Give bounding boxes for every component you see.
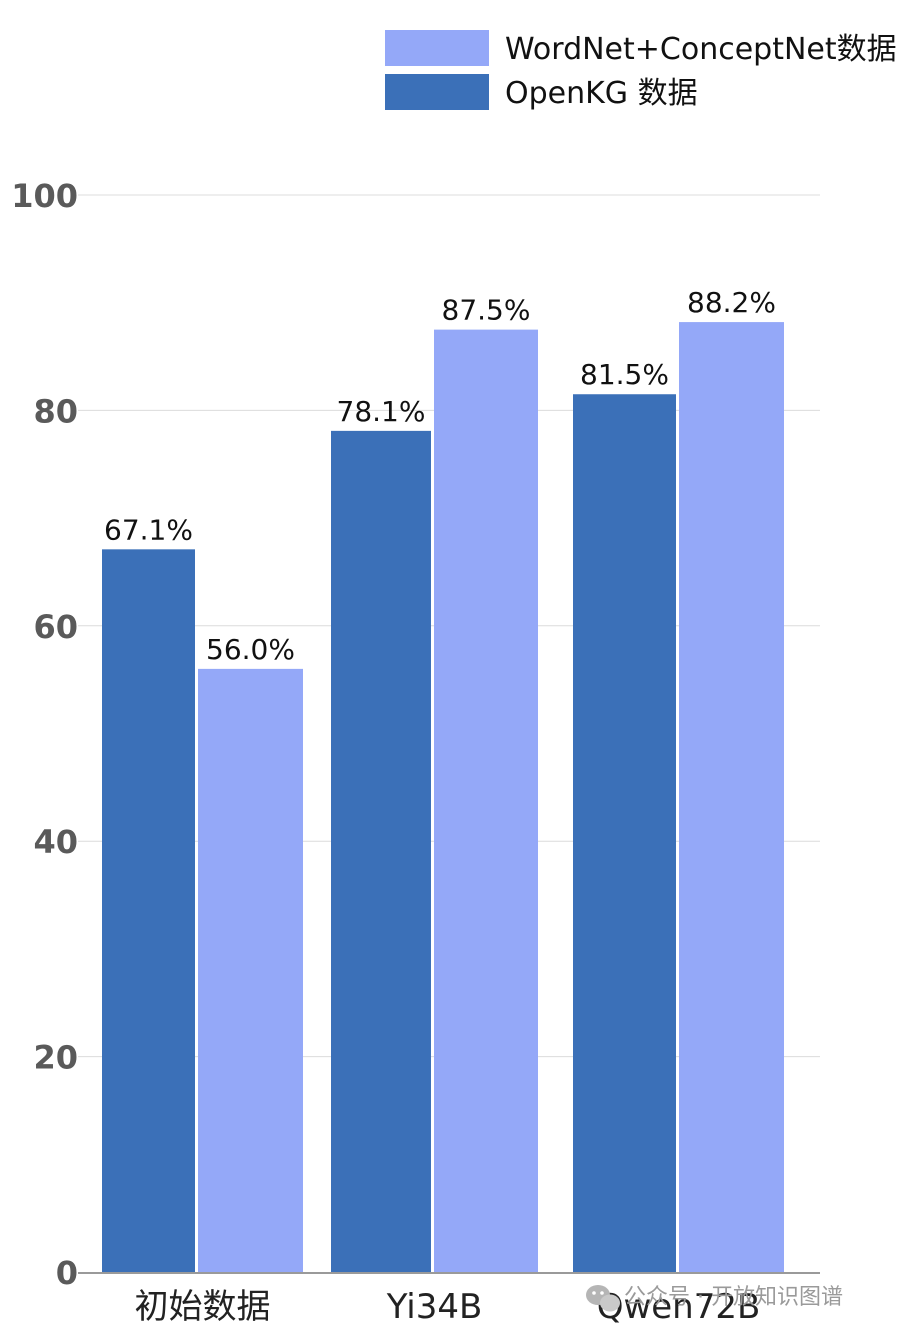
y-tick-label: 60 — [33, 608, 78, 646]
bar-wordnet-conceptnet-0 — [198, 668, 303, 1272]
bars — [102, 322, 784, 1272]
bar-openkg-0 — [102, 549, 195, 1272]
y-tick-label: 40 — [33, 823, 78, 861]
legend-swatch — [385, 30, 489, 66]
bar-wordnet-conceptnet-2 — [679, 322, 784, 1272]
y-tick-label: 100 — [11, 177, 78, 215]
x-tick-label: Qwen72B — [597, 1287, 761, 1327]
bar-openkg-2 — [573, 394, 676, 1272]
data-label: 56.0% — [206, 633, 295, 666]
data-label: 87.5% — [442, 294, 531, 327]
data-label: 67.1% — [104, 513, 193, 546]
x-tick-label: Yi34B — [386, 1287, 483, 1327]
watermark-text: 公众号 · 开放知识图谱 — [624, 1285, 843, 1310]
wechat-icon — [586, 1285, 620, 1312]
bar-wordnet-conceptnet-1 — [434, 329, 538, 1272]
y-tick-label: 20 — [33, 1039, 78, 1077]
bar-openkg-1 — [331, 430, 431, 1272]
y-tick-label: 0 — [56, 1254, 78, 1292]
data-labels: 67.1% 56.0% 78.1% 87.5% 81.5% 88.2% — [104, 286, 776, 666]
watermark: 公众号 · 开放知识图谱 — [586, 1285, 843, 1312]
axes: 0 20 40 60 80 100 初始数据 Yi34B Qwen72B — [11, 177, 820, 1327]
data-label: 88.2% — [687, 286, 776, 319]
data-label: 81.5% — [580, 358, 669, 391]
data-label: 78.1% — [337, 395, 426, 428]
legend: WordNet+ConceptNet数据 OpenKG 数据 — [385, 30, 897, 111]
legend-label: OpenKG 数据 — [505, 76, 698, 111]
x-tick-label: 初始数据 — [135, 1287, 271, 1327]
legend-swatch — [385, 74, 489, 110]
y-tick-label: 80 — [33, 392, 78, 430]
legend-label: WordNet+ConceptNet数据 — [505, 32, 897, 67]
